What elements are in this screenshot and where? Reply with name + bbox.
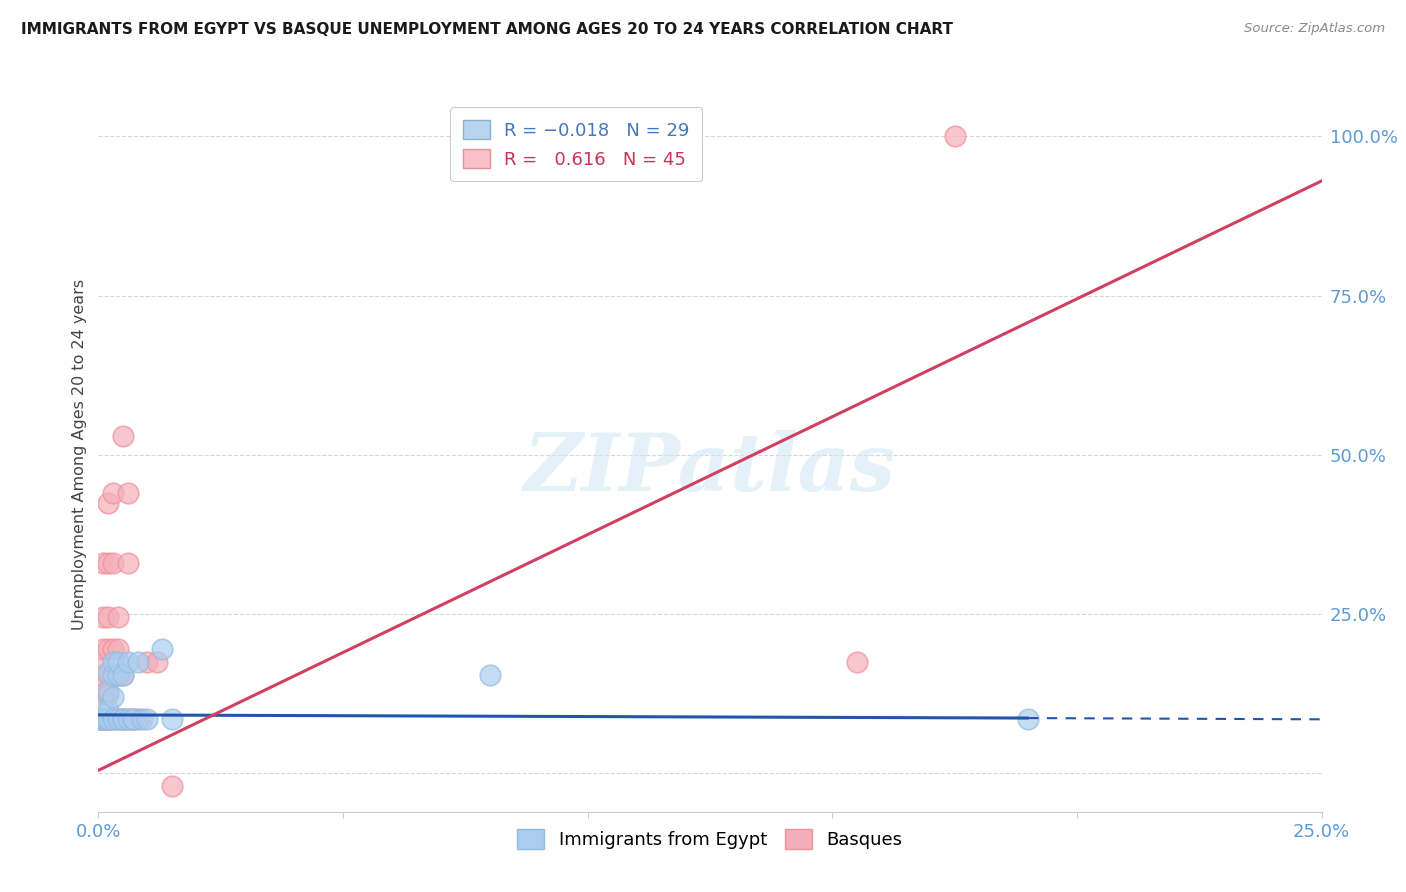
Point [111, 712, 134, 726]
Point [107, 712, 129, 726]
Point [101, 690, 124, 704]
Point [91, 712, 114, 726]
Point [101, 667, 124, 681]
Point [150, 642, 173, 657]
Point [90, 712, 112, 726]
Text: ZIPatlas: ZIPatlas [524, 431, 896, 508]
Point [111, 667, 134, 681]
Point [131, 712, 153, 726]
Point [160, 779, 183, 793]
Point [117, 556, 139, 570]
Point [117, 655, 139, 669]
Point [121, 712, 143, 726]
Point [97, 665, 120, 679]
Point [127, 655, 149, 669]
Point [146, 655, 169, 669]
Point [91, 556, 114, 570]
Point [107, 610, 129, 624]
Point [91, 712, 114, 726]
Point [97, 683, 120, 698]
Point [101, 642, 124, 657]
Point [97, 556, 120, 570]
Point [97, 712, 120, 726]
Point [101, 712, 124, 726]
Text: Source: ZipAtlas.com: Source: ZipAtlas.com [1244, 22, 1385, 36]
Point [136, 712, 159, 726]
Point [136, 655, 159, 669]
Point [478, 667, 501, 681]
Point [121, 712, 143, 726]
Point [117, 712, 139, 726]
Text: IMMIGRANTS FROM EGYPT VS BASQUE UNEMPLOYMENT AMONG AGES 20 TO 24 YEARS CORRELATI: IMMIGRANTS FROM EGYPT VS BASQUE UNEMPLOY… [21, 22, 953, 37]
Point [91, 703, 114, 717]
Point [91, 642, 114, 657]
Point [91, 712, 114, 726]
Point [97, 687, 120, 701]
Point [89, 712, 111, 726]
Point [91, 667, 114, 681]
Point [101, 486, 124, 500]
Point [127, 712, 149, 726]
Point [91, 687, 114, 701]
Point [97, 712, 120, 726]
Point [117, 486, 139, 500]
Point [845, 655, 868, 669]
Legend: Immigrants from Egypt, Basques: Immigrants from Egypt, Basques [510, 822, 910, 856]
Point [97, 703, 120, 717]
Point [111, 712, 134, 726]
Point [160, 712, 183, 726]
Point [90, 712, 112, 726]
Point [107, 642, 129, 657]
Point [121, 712, 143, 726]
Point [97, 642, 120, 657]
Point [111, 667, 134, 681]
Point [101, 667, 124, 681]
Point [97, 496, 120, 510]
Point [107, 655, 129, 669]
Point [111, 429, 134, 443]
Y-axis label: Unemployment Among Ages 20 to 24 years: Unemployment Among Ages 20 to 24 years [72, 279, 87, 631]
Point [91, 712, 114, 726]
Point [97, 610, 120, 624]
Point [943, 129, 966, 144]
Point [90, 712, 112, 726]
Point [91, 655, 114, 669]
Point [91, 610, 114, 624]
Point [97, 712, 120, 726]
Point [97, 667, 120, 681]
Point [117, 712, 139, 726]
Point [107, 712, 129, 726]
Point [101, 712, 124, 726]
Point [97, 712, 120, 726]
Point [91, 712, 114, 726]
Point [107, 667, 129, 681]
Point [111, 712, 134, 726]
Point [101, 556, 124, 570]
Point [107, 667, 129, 681]
Point [91, 712, 114, 726]
Point [94, 712, 117, 726]
Point [1017, 712, 1039, 726]
Point [101, 655, 124, 669]
